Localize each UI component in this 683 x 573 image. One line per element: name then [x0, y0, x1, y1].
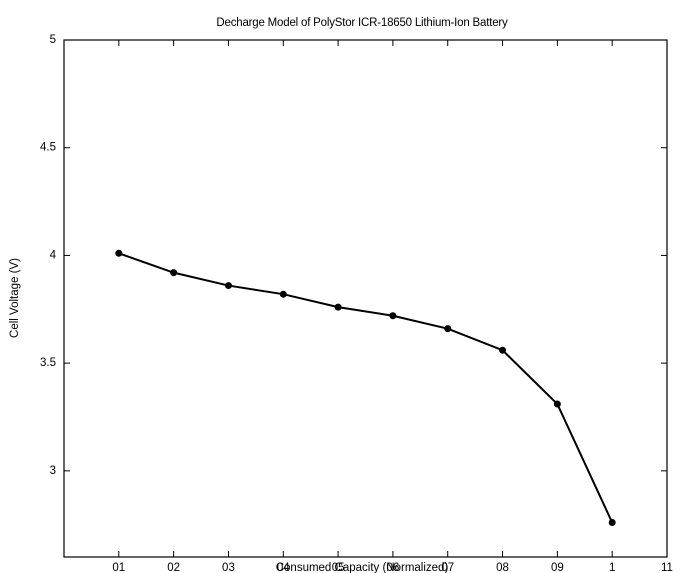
y-tick-label: 3.5	[40, 357, 56, 369]
y-axis-ticks: 3 3.5 4 4.5 5	[40, 34, 667, 477]
data-point	[608, 519, 616, 527]
x-axis-label: Consumed Capacity (Normalized)	[276, 562, 449, 573]
x-tick-label: 07	[441, 562, 454, 573]
y-axis-label: Cell Voltage (V)	[9, 258, 21, 338]
x-tick-label: 09	[551, 562, 564, 573]
y-tick-label: 4.5	[40, 142, 56, 154]
data-point	[499, 346, 507, 354]
x-tick-label: 02	[167, 562, 180, 573]
y-tick-label: 5	[50, 34, 56, 46]
chart-title: Decharge Model of PolyStor ICR-18650 Lit…	[216, 17, 508, 29]
data-point	[444, 325, 452, 333]
data-point	[224, 282, 232, 290]
series-group	[115, 249, 616, 527]
data-point	[170, 269, 178, 277]
x-tick-label: 08	[496, 562, 509, 573]
data-point	[334, 303, 342, 311]
x-tick-label: 11	[661, 562, 673, 573]
x-tick-label: 05	[332, 562, 345, 573]
data-point	[115, 249, 123, 257]
x-tick-label: 1	[609, 562, 615, 573]
y-tick-label: 4	[50, 249, 57, 261]
x-tick-label: 06	[387, 562, 400, 573]
x-tick-label: 04	[277, 562, 290, 573]
x-tick-label: 03	[222, 562, 235, 573]
data-point	[553, 400, 561, 408]
series-line	[118, 252, 614, 523]
x-axis-ticks: 01 02 03 04 05 06 07 08 09 1 11	[112, 40, 673, 573]
y-tick-label: 3	[50, 465, 56, 477]
data-point	[389, 312, 397, 320]
x-tick-label: 01	[112, 562, 125, 573]
plot-area	[63, 39, 668, 558]
data-point	[279, 290, 287, 298]
